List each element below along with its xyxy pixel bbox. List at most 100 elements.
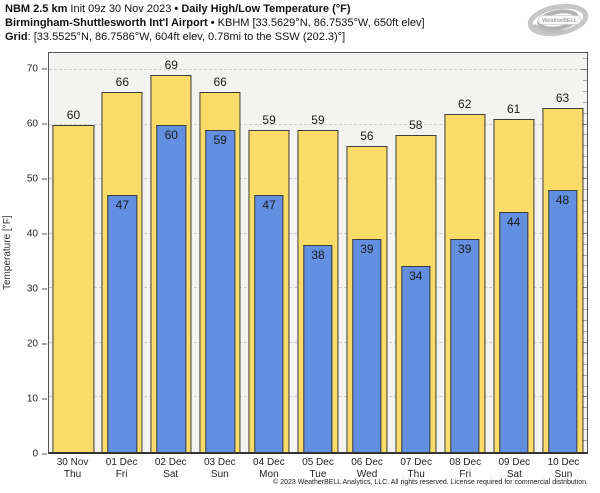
low-value-label: 39	[458, 242, 472, 257]
high-bar	[52, 124, 94, 452]
bar-slot: 62 39	[440, 53, 489, 452]
right-tick	[583, 79, 587, 81]
low-value-label: 47	[262, 198, 276, 213]
right-tick	[583, 112, 587, 114]
right-tick	[581, 396, 587, 398]
x-tick-day: Thu	[63, 468, 82, 480]
x-tick-date: 07 Dec	[400, 457, 432, 468]
chart-header: NBM 2.5 km Init 09z 30 Nov 2023 • Daily …	[5, 2, 425, 44]
x-tick-day: Fri	[459, 468, 472, 480]
x-tick-date: 04 Dec	[253, 457, 285, 468]
bar-slot: 63 48	[538, 53, 587, 452]
x-tick-label: 06 Dec Wed	[343, 457, 392, 480]
x-tick-day: Wed	[356, 468, 378, 480]
right-tick	[583, 199, 587, 201]
low-bar	[156, 124, 186, 452]
bar-slot: 66 59	[196, 53, 245, 452]
y-tick-mark	[42, 288, 47, 290]
bar-slot: 58 34	[391, 53, 440, 452]
x-tick-date: 09 Dec	[498, 457, 531, 468]
right-tick	[581, 341, 587, 343]
high-value-label: 66	[213, 74, 227, 89]
x-tick-date: 03 Dec	[203, 457, 236, 468]
copyright-text: © 2023 WeatherBELL Analytics, LLC. All r…	[273, 479, 588, 486]
right-tick	[583, 101, 587, 103]
y-tick-mark	[42, 178, 47, 180]
right-tick	[581, 178, 587, 180]
header-line-1: NBM 2.5 km Init 09z 30 Nov 2023 • Daily …	[5, 2, 425, 16]
header-line-2: Birmingham-Shuttlesworth Int'l Airport •…	[5, 16, 425, 30]
low-value-label: 47	[115, 198, 130, 213]
right-tick	[583, 167, 587, 169]
y-tick-label: 60	[26, 118, 38, 130]
right-tick	[583, 156, 587, 158]
y-tick-mark	[42, 343, 47, 345]
high-value-label: 66	[115, 74, 130, 89]
high-value-label: 63	[555, 91, 570, 106]
y-tick-mark	[42, 453, 47, 455]
right-tick	[583, 385, 587, 387]
high-value-label: 62	[458, 96, 472, 111]
plot-area: 60 66 47 69 60 66 59 59 47 59 38 56 39 58 34 62 39 61 44 63…	[48, 52, 588, 454]
right-tick	[583, 221, 587, 223]
x-tick-date: 30 Nov	[56, 457, 89, 468]
y-tick-label: 20	[26, 338, 38, 350]
y-tick-label: 50	[26, 173, 38, 185]
right-tick	[583, 145, 587, 147]
logo-text: WeatherBELL	[542, 18, 577, 24]
header-line-3: Grid: [33.5525°N, 86.7586°W, 604ft elev,…	[5, 30, 425, 44]
right-tick	[583, 309, 587, 311]
x-tick-label: 08 Dec Fri	[441, 457, 490, 480]
bar-slot: 59 38	[294, 53, 343, 452]
x-tick-day: Tue	[309, 468, 327, 480]
right-tick	[581, 123, 587, 125]
y-tick-mark	[42, 68, 47, 70]
right-tick	[583, 429, 587, 431]
bar-slot: 60	[49, 53, 98, 452]
init-time: Init 09z 30 Nov 2023	[70, 3, 172, 15]
right-tick	[581, 68, 587, 70]
low-bar	[205, 129, 235, 452]
separator-bullet: •	[174, 3, 179, 15]
x-tick-day: Mon	[259, 468, 279, 480]
x-tick-day: Sat	[163, 468, 179, 480]
low-value-label: 48	[555, 193, 570, 208]
x-tick-date: 05 Dec	[302, 457, 334, 468]
bar-slot: 69 60	[147, 53, 196, 452]
x-tick-date: 02 Dec	[154, 457, 187, 468]
right-tick	[583, 134, 587, 136]
right-tick	[583, 418, 587, 420]
low-bar	[303, 244, 333, 452]
high-value-label: 59	[311, 112, 325, 127]
low-value-label: 39	[360, 242, 374, 257]
chart-title: Daily High/Low Temperature (°F)	[181, 3, 351, 15]
right-tick	[583, 363, 587, 365]
station-details: KBHM [33.5629°N, 86.7535°W, 650ft elev]	[217, 17, 425, 29]
x-tick-day: Sun	[210, 468, 229, 480]
low-bar	[254, 195, 284, 452]
high-value-label: 61	[506, 102, 521, 117]
right-tick	[583, 58, 587, 60]
x-tick-label: 02 Dec Sat	[146, 457, 195, 480]
low-value-label: 59	[213, 132, 227, 147]
x-tick-date: 10 Dec	[547, 457, 580, 468]
x-tick-label: 07 Dec Thu	[392, 457, 441, 480]
low-bar	[498, 211, 529, 452]
y-tick-label: 30	[26, 283, 38, 295]
right-tick	[581, 287, 587, 289]
y-tick-mark	[42, 398, 47, 400]
low-value-label: 34	[409, 269, 423, 284]
x-tick-day: Sun	[554, 468, 573, 480]
right-tick	[583, 440, 587, 442]
x-tick-label: 09 Dec Sat	[490, 457, 539, 480]
x-tick-label: 03 Dec Sun	[195, 457, 244, 480]
high-value-label: 59	[262, 112, 276, 127]
low-value-label: 38	[311, 247, 325, 262]
bar-slot: 61 44	[489, 53, 538, 452]
weatherbell-logo-icon: WeatherBELL	[527, 3, 589, 37]
separator-bullet: •	[210, 17, 215, 29]
y-tick-label: 70	[26, 63, 38, 75]
x-tick-date: 08 Dec	[449, 457, 482, 468]
grid-details: : [33.5525°N, 86.7586°W, 604ft elev, 0.7…	[27, 31, 346, 43]
